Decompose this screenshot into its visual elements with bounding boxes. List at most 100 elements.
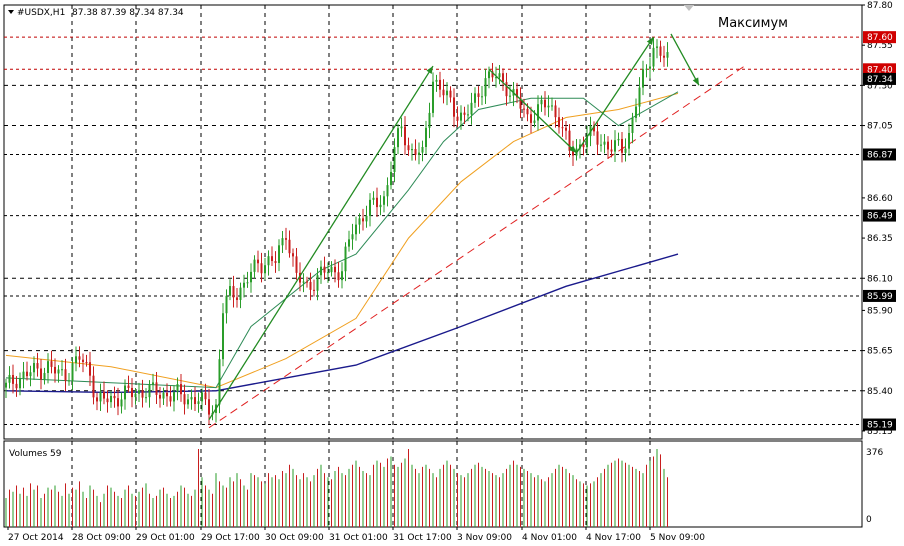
candle-body [418, 152, 420, 155]
y-tick-label: 87.05 [867, 122, 893, 132]
candle-body [204, 392, 207, 400]
candle-body [155, 382, 158, 395]
y-tick-label: 85.65 [867, 347, 893, 357]
price-level-label: 85.99 [867, 292, 893, 302]
candle-body [327, 272, 329, 274]
dropdown-triangle-icon[interactable] [8, 10, 14, 14]
candle-body [117, 398, 119, 407]
candle-body [467, 114, 469, 116]
candle-body [607, 141, 609, 150]
x-tick-label: 31 Oct 01:00 [329, 533, 388, 543]
candle-body [355, 224, 357, 235]
candle-body [442, 89, 445, 96]
candle-body [190, 397, 193, 400]
candle-body [365, 215, 368, 222]
candle-body [222, 313, 224, 360]
x-tick-label: 3 Nov 09:00 [457, 533, 512, 543]
candle-body [537, 104, 539, 121]
candle-body [229, 286, 231, 296]
candle-body [393, 147, 396, 172]
candle-body [533, 120, 536, 123]
candle-body [208, 399, 210, 415]
candle-body [264, 265, 266, 274]
volume-label: Volumes 59 [9, 449, 62, 459]
candle-body [593, 125, 595, 132]
candle-body [85, 362, 88, 364]
candle-body [656, 46, 658, 48]
candle-body [425, 127, 427, 148]
candle-body [82, 359, 84, 363]
candle-body [645, 68, 648, 70]
candle-body [376, 197, 378, 208]
candle-body [502, 73, 504, 83]
candle-body [432, 81, 434, 113]
candle-body [330, 266, 333, 273]
candle-body [281, 238, 284, 246]
candle-body [565, 127, 567, 131]
candle-body [547, 105, 550, 108]
candle-body [614, 140, 616, 152]
candle-body [225, 295, 228, 314]
candle-body [428, 112, 431, 128]
candle-body [558, 117, 560, 128]
candle-body [169, 396, 172, 402]
candle-body [659, 46, 662, 56]
candle-body [568, 130, 571, 151]
candle-body [596, 131, 599, 145]
candle-body [582, 144, 585, 148]
candle-body [15, 383, 18, 389]
candle-body [267, 256, 270, 266]
y-tick-label: 86.60 [867, 194, 893, 204]
candle-body [183, 394, 186, 405]
candle-body [358, 218, 361, 225]
y-tick-label: 87.80 [867, 1, 893, 11]
candle-body [544, 99, 546, 108]
candle-body [278, 245, 280, 264]
candle-body [5, 382, 7, 388]
x-tick-label: 28 Oct 09:00 [72, 533, 131, 543]
candles [5, 37, 669, 426]
x-tick-label: 27 Oct 2014 [8, 533, 64, 543]
candle-body [628, 132, 630, 149]
candle-body [621, 138, 623, 153]
y-tick-label: 86.10 [867, 274, 893, 284]
candle-body [652, 47, 655, 67]
price-level-label: 87.60 [867, 33, 893, 43]
candle-body [642, 69, 644, 88]
candle-body [470, 102, 473, 115]
candle-body [250, 271, 252, 283]
candle-body [530, 114, 532, 123]
candle-body [624, 148, 627, 153]
candle-body [554, 105, 557, 118]
arrow-head-icon [646, 37, 654, 46]
candle-body [257, 259, 259, 264]
candle-body [218, 359, 221, 405]
candle-body [400, 126, 403, 129]
candle-body [617, 138, 620, 141]
candle-body [397, 128, 399, 148]
candle-body [306, 281, 308, 283]
candle-body [271, 256, 273, 262]
candle-body [232, 286, 235, 298]
candle-body [414, 149, 417, 155]
candle-body [99, 391, 102, 402]
candle-body [75, 356, 77, 364]
candle-body [243, 282, 245, 288]
candle-body [484, 78, 487, 97]
candle-body [148, 384, 151, 398]
candle-body [176, 384, 179, 393]
candle-body [348, 239, 350, 247]
candle-body [110, 395, 112, 403]
shift-marker-icon[interactable] [684, 5, 694, 11]
volume-bars [5, 449, 668, 527]
x-tick-label: 31 Oct 17:00 [393, 533, 452, 543]
candle-body [474, 93, 476, 103]
candle-body [638, 87, 641, 107]
candle-body [453, 97, 455, 117]
symbol-label: #USDX,H1 [17, 8, 65, 18]
price-level-label: 86.49 [867, 212, 893, 222]
candle-body [488, 71, 490, 79]
x-tick-label: 4 Nov 01:00 [522, 533, 577, 543]
candle-body [36, 363, 39, 369]
